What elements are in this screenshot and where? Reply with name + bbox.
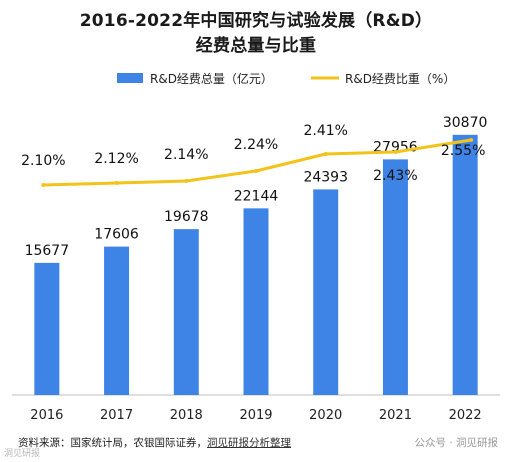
bar-line-chart: R&D经费总量（亿元） R&D经费比重（%） 15677 2016 17606 2017 1… (12, 71, 500, 423)
bar-2016[interactable] (34, 262, 60, 395)
chart-title-line-2: 经费总量与比重 (195, 36, 317, 56)
line-value-label-2019: 2.24% (234, 137, 278, 153)
line-point-2017[interactable] (114, 181, 119, 185)
line-value-label-2021: 2.43% (373, 168, 417, 184)
line-point-2022[interactable] (469, 138, 474, 142)
x-tick-label-2017: 2017 (100, 408, 133, 423)
line-value-label-2022: 2.55% (441, 143, 485, 159)
bar-value-label-2018: 19678 (164, 209, 209, 225)
source-note: 资料来源：国家统计局，农银国际证券，洞见研报分析整理 (18, 435, 291, 450)
bar-2017[interactable] (104, 246, 130, 395)
source-link[interactable]: 洞见研报分析整理 (207, 437, 291, 449)
line-point-2019[interactable] (254, 169, 258, 173)
bar-2022[interactable] (452, 134, 478, 395)
x-tick-label-2020: 2020 (309, 408, 342, 423)
line-point-2016[interactable] (41, 183, 46, 187)
bar-2019[interactable] (243, 208, 269, 395)
x-tick-label-2022: 2022 (449, 408, 482, 423)
x-tick-label-2018: 2018 (170, 408, 203, 423)
legend-label-bar: R&D经费总量（亿元） (150, 71, 273, 86)
line-point-2020[interactable] (323, 152, 328, 156)
line-value-label-2017: 2.12% (94, 151, 138, 167)
line-value-label-2020: 2.41% (303, 123, 347, 139)
x-tick-label-2021: 2021 (379, 408, 412, 423)
line-value-label-2018: 2.14% (164, 147, 208, 163)
bar-value-label-2017: 17606 (94, 227, 139, 243)
bar-value-label-2022: 30870 (443, 115, 488, 131)
bar-value-label-2019: 22144 (234, 188, 279, 204)
source-prefix: 资料来源：国家统计局，农银国际证券， (18, 437, 207, 449)
x-tick-label-2019: 2019 (239, 408, 272, 423)
watermark-text: 公众号 · 洞见研报 (414, 437, 498, 449)
bar-2021[interactable] (382, 159, 408, 395)
legend-label-line: R&D经费比重（%） (345, 72, 455, 86)
corner-watermark: 洞见研报 (4, 449, 41, 459)
bar-2020[interactable] (313, 189, 339, 395)
x-tick-label-2016: 2016 (30, 408, 63, 423)
chart-title-line-1: 2016-2022年中国研究与试验发展（R&D） (79, 11, 433, 31)
bar-2018[interactable] (173, 229, 199, 395)
legend-swatch-bar (117, 73, 143, 83)
bar-value-label-2020: 24393 (303, 169, 348, 185)
bar-value-label-2016: 15677 (25, 243, 70, 259)
line-point-2021[interactable] (393, 150, 398, 154)
line-value-label-2016: 2.10% (21, 153, 65, 169)
line-point-2018[interactable] (184, 179, 189, 183)
